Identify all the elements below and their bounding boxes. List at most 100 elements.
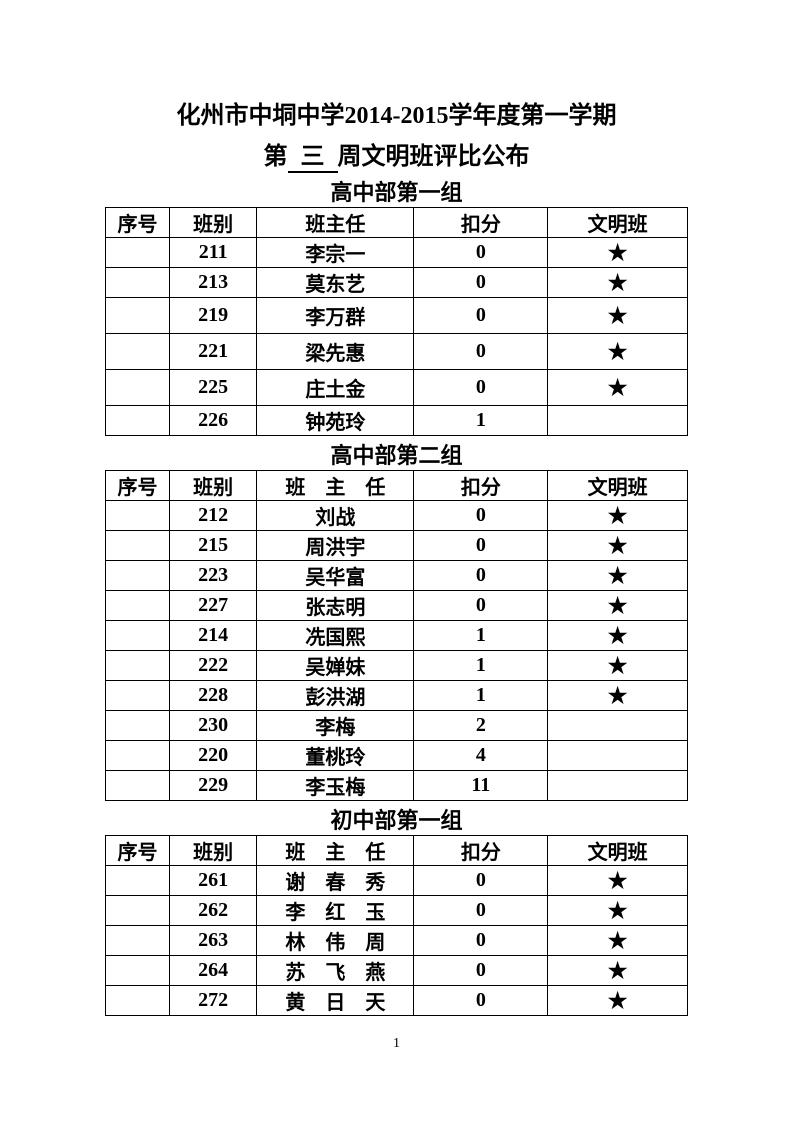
cell-score: 0 (414, 591, 548, 621)
cell-class: 214 (170, 621, 257, 651)
cell-class: 227 (170, 591, 257, 621)
cell-award: ★ (548, 651, 688, 681)
cell-score: 0 (414, 268, 548, 298)
document-title-line1: 化州市中垌中学2014-2015学年度第一学期 (105, 95, 688, 130)
cell-seq (106, 406, 170, 436)
col-header-class: 班别 (170, 208, 257, 238)
cell-class: 222 (170, 651, 257, 681)
cell-class: 262 (170, 896, 257, 926)
table-row: 221梁先惠0★ (106, 334, 688, 370)
cell-class: 229 (170, 771, 257, 801)
group2-title: 高中部第二组 (105, 438, 688, 470)
cell-seq (106, 591, 170, 621)
cell-award: ★ (548, 866, 688, 896)
cell-seq (106, 651, 170, 681)
cell-score: 0 (414, 896, 548, 926)
group2-tbody: 212刘战0★215周洪宇0★223吴华富0★227张志明0★214冼国熙1★2… (106, 501, 688, 801)
group1-table: 序号 班别 班主任 扣分 文明班 211李宗一0★213莫东艺0★219李万群0… (105, 207, 688, 436)
cell-seq (106, 334, 170, 370)
cell-score: 0 (414, 986, 548, 1016)
group3-table: 序号 班别 班 主 任 扣分 文明班 261谢 春 秀0★262李 红 玉0★2… (105, 835, 688, 1016)
cell-seq (106, 501, 170, 531)
cell-class: 223 (170, 561, 257, 591)
cell-seq (106, 711, 170, 741)
cell-teacher: 莫东艺 (257, 268, 414, 298)
cell-class: 263 (170, 926, 257, 956)
cell-seq (106, 986, 170, 1016)
col-header-teacher: 班主任 (257, 208, 414, 238)
cell-teacher: 庄土金 (257, 370, 414, 406)
cell-seq (106, 238, 170, 268)
cell-score: 4 (414, 741, 548, 771)
cell-score: 0 (414, 561, 548, 591)
col-header-seq: 序号 (106, 208, 170, 238)
cell-seq (106, 370, 170, 406)
cell-seq (106, 621, 170, 651)
group1-tbody: 211李宗一0★213莫东艺0★219李万群0★221梁先惠0★225庄土金0★… (106, 238, 688, 436)
cell-teacher: 李玉梅 (257, 771, 414, 801)
col-header-award: 文明班 (548, 836, 688, 866)
col-header-class: 班别 (170, 836, 257, 866)
cell-score: 0 (414, 531, 548, 561)
cell-award: ★ (548, 621, 688, 651)
col-header-award: 文明班 (548, 208, 688, 238)
cell-award: ★ (548, 238, 688, 268)
table-row: 215周洪宇0★ (106, 531, 688, 561)
cell-seq (106, 681, 170, 711)
document-title-line2: 第三周文明班评比公布 (105, 136, 688, 173)
cell-teacher: 谢 春 秀 (257, 866, 414, 896)
cell-score: 1 (414, 681, 548, 711)
cell-award: ★ (548, 896, 688, 926)
cell-class: 212 (170, 501, 257, 531)
group3-tbody: 261谢 春 秀0★262李 红 玉0★263林 伟 周0★264苏 飞 燕0★… (106, 866, 688, 1016)
cell-score: 0 (414, 956, 548, 986)
cell-score: 0 (414, 334, 548, 370)
cell-seq (106, 956, 170, 986)
table-row: 262李 红 玉0★ (106, 896, 688, 926)
cell-teacher: 吴婵妹 (257, 651, 414, 681)
col-header-teacher: 班 主 任 (257, 836, 414, 866)
cell-seq (106, 298, 170, 334)
cell-seq (106, 561, 170, 591)
table-row: 220董桃玲4 (106, 741, 688, 771)
cell-class: 219 (170, 298, 257, 334)
cell-seq (106, 771, 170, 801)
col-header-teacher: 班 主 任 (257, 471, 414, 501)
table-row: 223吴华富0★ (106, 561, 688, 591)
table-row: 261谢 春 秀0★ (106, 866, 688, 896)
cell-award: ★ (548, 298, 688, 334)
table-row: 219李万群0★ (106, 298, 688, 334)
cell-teacher: 李万群 (257, 298, 414, 334)
cell-teacher: 李梅 (257, 711, 414, 741)
cell-score: 1 (414, 406, 548, 436)
cell-award (548, 711, 688, 741)
table-row: 212刘战0★ (106, 501, 688, 531)
table-row: 264苏 飞 燕0★ (106, 956, 688, 986)
cell-class: 213 (170, 268, 257, 298)
col-header-class: 班别 (170, 471, 257, 501)
cell-teacher: 冼国熙 (257, 621, 414, 651)
cell-award: ★ (548, 681, 688, 711)
cell-class: 221 (170, 334, 257, 370)
cell-teacher: 钟苑玲 (257, 406, 414, 436)
group3-title: 初中部第一组 (105, 803, 688, 835)
title-prefix: 第 (264, 144, 288, 170)
table-row: 230李梅2 (106, 711, 688, 741)
cell-score: 11 (414, 771, 548, 801)
cell-class: 226 (170, 406, 257, 436)
col-header-score: 扣分 (414, 836, 548, 866)
cell-teacher: 彭洪湖 (257, 681, 414, 711)
table-row: 225庄土金0★ (106, 370, 688, 406)
cell-award: ★ (548, 986, 688, 1016)
cell-class: 225 (170, 370, 257, 406)
cell-score: 1 (414, 651, 548, 681)
cell-seq (106, 268, 170, 298)
cell-teacher: 吴华富 (257, 561, 414, 591)
cell-teacher: 林 伟 周 (257, 926, 414, 956)
cell-class: 220 (170, 741, 257, 771)
table-row: 229李玉梅11 (106, 771, 688, 801)
table-row: 222吴婵妹1★ (106, 651, 688, 681)
cell-class: 272 (170, 986, 257, 1016)
cell-score: 2 (414, 711, 548, 741)
cell-class: 215 (170, 531, 257, 561)
